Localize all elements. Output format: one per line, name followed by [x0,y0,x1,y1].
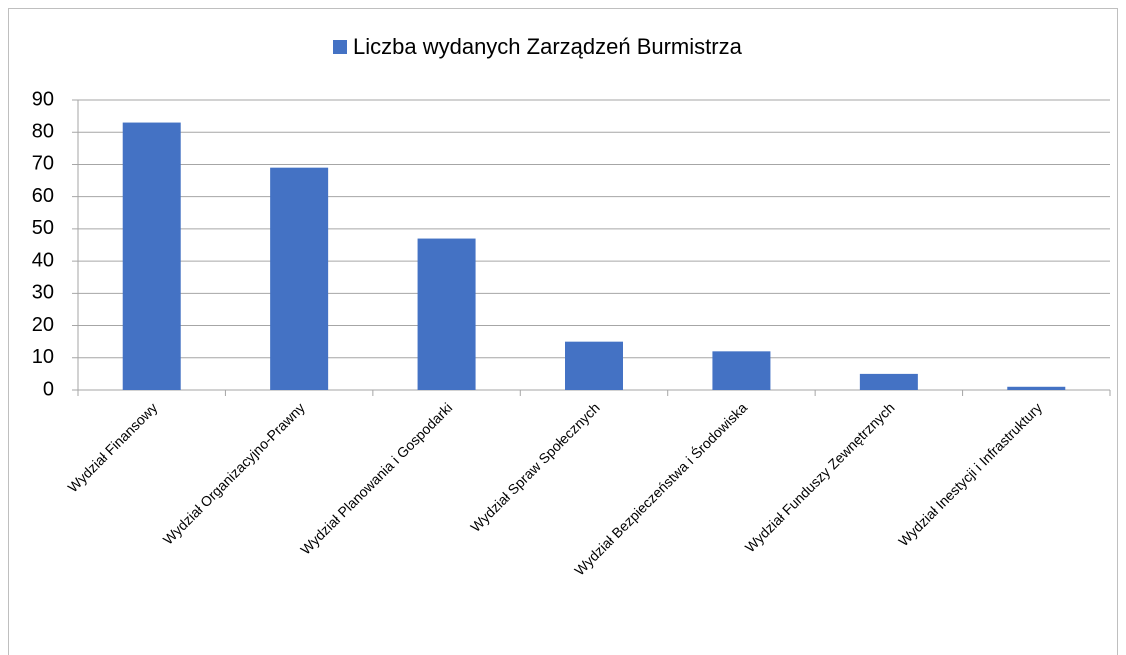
bar [712,351,771,390]
bar [122,122,181,391]
bar [417,238,476,390]
y-tick-label: 40 [32,249,54,271]
x-tick-label: Wydział Finansowy [64,399,160,495]
y-tick-label: 90 [32,88,54,110]
y-tick-label: 0 [43,378,54,400]
x-tick-label: Wydział Planowania i Gospodarki [297,399,455,557]
legend-label: Liczba wydanych Zarządzeń Burmistrza [353,34,743,59]
legend-swatch [333,40,347,54]
y-tick-label: 30 [32,282,54,304]
y-tick-label: 20 [32,314,54,336]
y-tick-label: 80 [32,121,54,143]
y-tick-label: 50 [32,217,54,239]
x-tick-label: Wydział Bezpieczeństwa i Środowiska [570,399,750,579]
y-tick-label: 70 [32,153,54,175]
y-tick-label: 10 [32,346,54,368]
chart-frame [8,8,1118,655]
bar [270,167,329,390]
x-tick-label: Wydział Spraw Społecznych [467,399,603,535]
bar [859,373,918,390]
x-tick-label: Wydział Inestycji i Infrastruktury [895,399,1045,549]
bar [565,341,623,390]
y-tick-label: 60 [32,185,54,207]
bar [1007,386,1066,390]
x-tick-label: Wydział Organizacyjno-Prawny [160,399,308,547]
x-tick-label: Wydział Funduszy Zewnętrznych [742,399,898,555]
